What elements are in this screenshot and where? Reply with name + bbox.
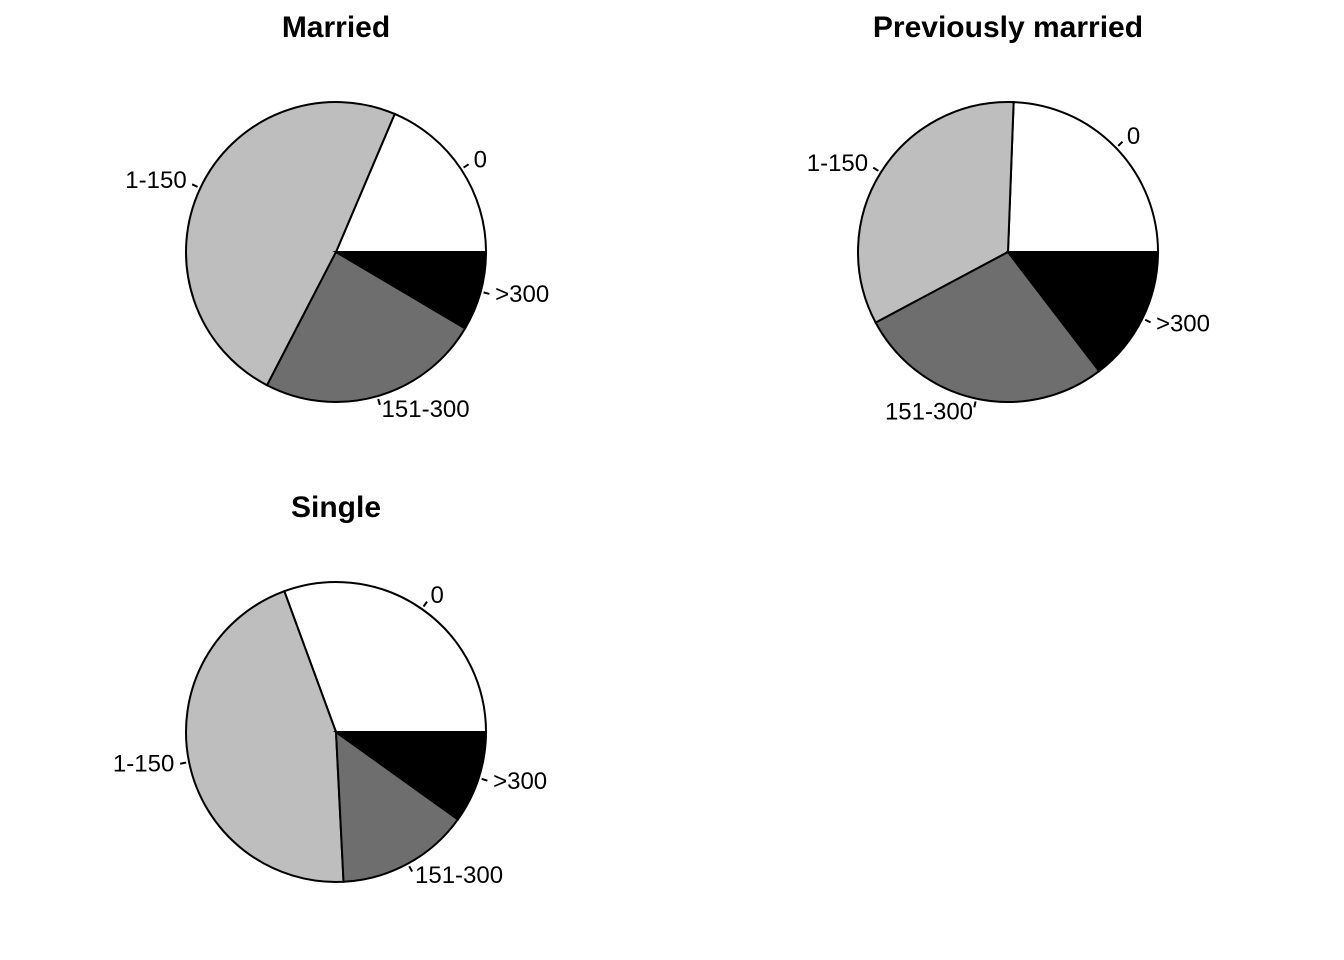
- pie-slice-previously-married-151-300: [874, 250, 1101, 403]
- pie-label-tick-married-1-150: [191, 183, 198, 188]
- pie-label-married-300: >300: [495, 281, 549, 308]
- pie-previously-married: 0 1-150 151-300 >300: [807, 101, 1210, 426]
- pie-married: 0 1-150 151-300 >300: [125, 101, 549, 423]
- pie-label-tick-previously-married-151-300: [973, 401, 977, 408]
- pie-single: 0 1-150 151-300 >300: [113, 581, 547, 889]
- pie-label-tick-single-1-150: [180, 761, 187, 765]
- pie-label-tick-married-151-300: [377, 398, 381, 406]
- pie-label-single-300: >300: [493, 768, 547, 795]
- pie-label-tick-married-300: [483, 291, 490, 295]
- pie-label-tick-previously-married-1-150: [872, 166, 879, 172]
- pie-label-previously-married-151-300: 151-300: [885, 399, 973, 426]
- pie-label-previously-married-300: >300: [1156, 310, 1210, 337]
- pie-label-previously-married-0: 0: [1127, 123, 1140, 150]
- pie-slice-married-151-300: [265, 250, 467, 403]
- pie-slice-married-0: [334, 112, 488, 253]
- pie-slice-single-0: [283, 581, 488, 733]
- pie-label-tick-previously-married-300: [1144, 318, 1152, 324]
- pie-panel-single: Single 0 1-150 151-300 >300: [113, 491, 547, 889]
- pie-label-single-1-150: 1-150: [113, 750, 174, 777]
- pie-label-single-0: 0: [430, 582, 443, 609]
- pie-title-single: Single: [291, 491, 381, 524]
- pie-slice-single-1-150: [184, 589, 345, 883]
- pie-slice-married-300: [332, 251, 488, 330]
- pie-slice-single-151-300: [334, 729, 460, 883]
- pie-label-tick-previously-married-0: [1117, 140, 1124, 147]
- pie-label-married-1-150: 1-150: [125, 167, 186, 194]
- pie-slice-previously-married-0: [1006, 101, 1160, 253]
- pie-title-previously-married: Previously married: [873, 11, 1143, 44]
- pie-panel-married: Married 0 1-150 151-300 >300: [125, 11, 549, 423]
- pie-label-married-151-300: 151-300: [382, 396, 470, 423]
- pie-slice-single-300: [332, 731, 488, 821]
- pie-slice-previously-married-1-150: [857, 101, 1015, 324]
- pie-label-married-0: 0: [474, 146, 487, 173]
- pie-slice-previously-married-300: [1005, 251, 1160, 373]
- pie-slice-married-1-150: [185, 101, 397, 387]
- pie-label-tick-single-300: [481, 777, 488, 782]
- pie-label-tick-married-0: [463, 163, 470, 169]
- pie-title-married: Married: [282, 11, 390, 44]
- pie-label-tick-single-151-300: [408, 865, 414, 873]
- pie-panel-previously-married: Previously married 0 1-150 151-300 >300: [807, 11, 1210, 426]
- pie-label-previously-married-1-150: 1-150: [807, 150, 868, 177]
- pie-label-tick-single-0: [422, 601, 428, 608]
- pie-label-single-151-300: 151-300: [415, 862, 503, 889]
